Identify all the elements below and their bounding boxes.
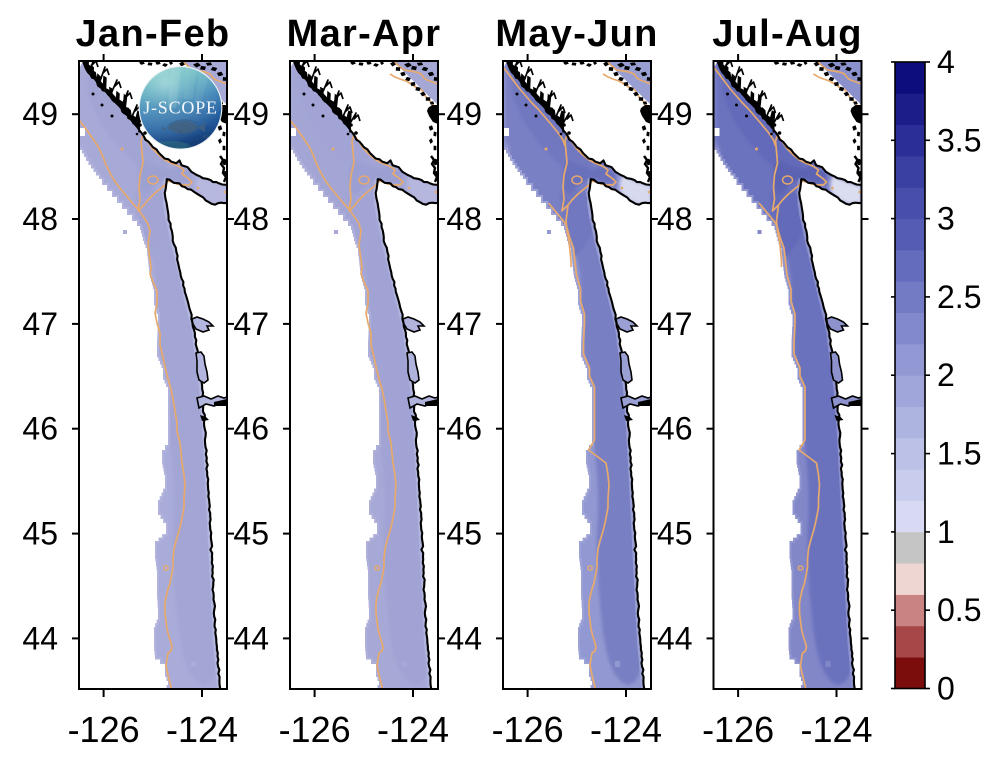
svg-text:-124: -124 (166, 709, 238, 750)
svg-text:-124: -124 (590, 709, 662, 750)
svg-text:49: 49 (657, 96, 693, 132)
svg-text:2.5: 2.5 (937, 279, 981, 315)
svg-text:46: 46 (657, 411, 693, 447)
svg-text:1: 1 (937, 514, 955, 550)
svg-text:Jul-Aug: Jul-Aug (712, 13, 863, 55)
svg-text:49: 49 (22, 96, 58, 132)
svg-text:49: 49 (446, 96, 482, 132)
svg-text:45: 45 (657, 516, 693, 552)
svg-text:-126: -126 (279, 709, 351, 750)
svg-text:48: 48 (22, 201, 58, 237)
svg-text:3.5: 3.5 (937, 122, 981, 158)
svg-text:2: 2 (937, 357, 955, 393)
svg-text:1.5: 1.5 (937, 436, 981, 472)
svg-text:47: 47 (233, 306, 269, 342)
svg-text:44: 44 (657, 620, 693, 656)
svg-text:Jan-Feb: Jan-Feb (76, 13, 231, 55)
svg-text:47: 47 (22, 306, 58, 342)
svg-text:4: 4 (937, 44, 955, 80)
svg-text:45: 45 (233, 516, 269, 552)
svg-text:44: 44 (233, 620, 269, 656)
svg-text:47: 47 (446, 306, 482, 342)
svg-text:-126: -126 (492, 709, 564, 750)
svg-text:May-Jun: May-Jun (495, 13, 658, 55)
svg-text:45: 45 (22, 516, 58, 552)
svg-text:48: 48 (446, 201, 482, 237)
svg-text:-126: -126 (68, 709, 140, 750)
svg-text:44: 44 (446, 620, 482, 656)
svg-text:49: 49 (233, 96, 269, 132)
svg-text:46: 46 (233, 411, 269, 447)
svg-text:0.5: 0.5 (937, 592, 981, 628)
svg-text:48: 48 (657, 201, 693, 237)
svg-text:-124: -124 (377, 709, 449, 750)
svg-text:45: 45 (446, 516, 482, 552)
svg-text:3: 3 (937, 201, 955, 237)
svg-text:-124: -124 (800, 709, 872, 750)
svg-text:44: 44 (22, 620, 58, 656)
svg-text:48: 48 (233, 201, 269, 237)
svg-text:-126: -126 (702, 709, 774, 750)
svg-text:Mar-Apr: Mar-Apr (287, 13, 442, 55)
svg-text:0: 0 (937, 671, 955, 707)
svg-text:46: 46 (446, 411, 482, 447)
svg-text:47: 47 (657, 306, 693, 342)
svg-text:J-SCOPE: J-SCOPE (143, 98, 218, 118)
svg-text:46: 46 (22, 411, 58, 447)
